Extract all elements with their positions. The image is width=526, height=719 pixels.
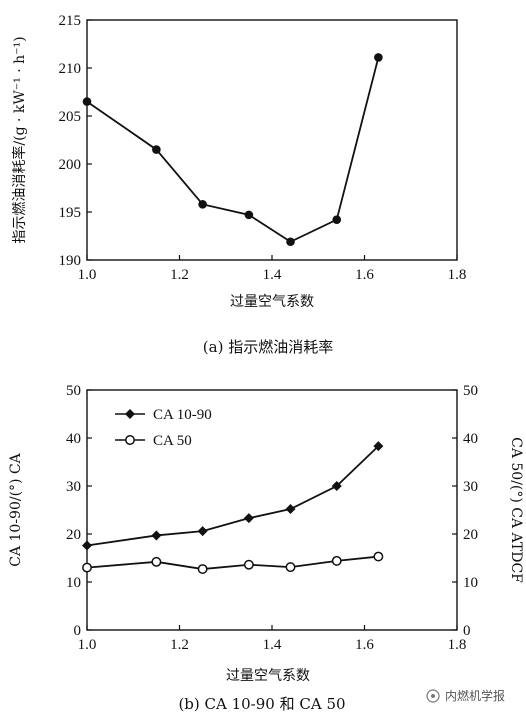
legend-label-ca50: CA 50 — [153, 433, 192, 449]
chart-a-series-0-line — [86, 57, 380, 243]
legend-label-ca1090: CA 10-90 — [153, 407, 212, 423]
chart-b-right-y-tick-label: 10 — [463, 575, 478, 591]
chart-b-y-tick-label: 0 — [74, 623, 82, 639]
legend-marker-ca1090 — [125, 409, 135, 419]
chart-a-x-tick-label: 1.4 — [263, 267, 282, 283]
chart-b-right-y-tick-label: 40 — [463, 431, 478, 447]
chart-b-x-tick-label: 1.2 — [170, 637, 189, 653]
chart-b-series-0-point — [285, 504, 296, 515]
legend-marker-ca50 — [125, 435, 135, 445]
chart-b-series-0-point — [243, 513, 254, 524]
chart-b-series-1-point — [197, 564, 208, 574]
chart-b-series-0-point — [82, 540, 92, 551]
chart-b-series-1-point — [331, 555, 342, 566]
chart-b-y-tick-label: 50 — [66, 383, 81, 399]
chart-a-y-tick-label: 215 — [59, 13, 82, 29]
chart-a-y-ticks: 190 195 200 205 210 215 — [59, 13, 92, 269]
chart-a-x-tick-label: 1.2 — [170, 267, 189, 283]
chart-b-x-tick-label: 1.8 — [448, 637, 467, 653]
chart-b-series-0-point — [151, 530, 162, 541]
chart-a-x-tick-label: 1.6 — [355, 267, 374, 283]
chart-a-x-ticks: 1.0 1.2 1.4 1.6 1.8 — [78, 255, 467, 283]
chart-b-series — [82, 441, 384, 574]
chart-b-plot-frame — [86, 389, 458, 631]
chart-a-y-tick-label: 210 — [59, 61, 82, 77]
chart-b-series-0-point — [373, 441, 384, 452]
chart-a-x-tick-label: 1.8 — [448, 267, 467, 283]
chart-a-series-0-point — [198, 200, 207, 209]
chart-b-right-y-tick-label: 20 — [463, 527, 478, 543]
chart-b-right-y-axis-label: CA 50/(°) CA ATDCF — [508, 437, 524, 583]
chart-a-y-tick-label: 190 — [59, 253, 82, 269]
watermark: 内燃机学报 — [426, 688, 505, 703]
chart-b-x-axis-label: 过量空气系数 — [226, 668, 310, 684]
chart-b-series-0-point — [331, 481, 342, 491]
chart-b-series-1-point — [82, 562, 92, 573]
chart-b-series-1-point — [243, 559, 254, 570]
chart-b-series-1-point — [373, 551, 384, 562]
chart-b-y-tick-label: 30 — [66, 479, 81, 495]
chart-b-x-ticks: 1.0 1.2 1.4 1.6 1.8 — [78, 625, 467, 653]
chart-a-series-0-point — [152, 145, 161, 154]
chart-b-x-tick-label: 1.4 — [263, 637, 282, 653]
chart-b-x-tick-label: 1.0 — [78, 637, 97, 653]
chart-b-legend: CA 10-90 CA 50 — [115, 407, 212, 449]
chart-a-series-0-point — [286, 237, 295, 247]
chart-b-series-1-point — [285, 562, 296, 573]
chart-b-series-0-line — [86, 445, 379, 547]
chart-a-series-0-point — [82, 97, 92, 106]
chart-a-x-tick-label: 1.0 — [78, 267, 97, 283]
chart-a-y-axis-label: 指示燃油消耗率/(g · kW⁻¹ · h⁻¹) — [11, 36, 28, 243]
chart-a-y-tick-label: 205 — [59, 109, 82, 125]
chart-b-y-tick-label: 40 — [66, 431, 81, 447]
chart-b-caption: (b) CA 10-90 和 CA 50 — [178, 695, 345, 713]
chart-b-x-tick-label: 1.6 — [355, 637, 374, 653]
chart-b-y-tick-label: 10 — [66, 575, 81, 591]
chart-b-y-ticks: 0 0 10 10 20 20 30 30 40 40 50 50 — [66, 383, 478, 639]
chart-a-y-tick-label: 200 — [59, 157, 82, 173]
chart-a-y-tick-label: 195 — [59, 205, 82, 221]
chart-a-caption: (a) 指示燃油消耗率 — [203, 338, 333, 356]
chart-a-series-0-point — [374, 53, 383, 62]
chart-b-series-0-point — [197, 526, 208, 537]
chart-b-right-y-tick-label: 50 — [463, 383, 478, 399]
chart-a-x-axis-label: 过量空气系数 — [230, 294, 314, 310]
chart-b-y-tick-label: 20 — [66, 527, 81, 543]
chart-a-series-0-point — [244, 210, 254, 220]
watermark-icon-dot — [431, 694, 435, 698]
chart-a: 1.0 1.2 1.4 1.6 1.8 190 195 200 205 210 215 过量空气系… — [11, 13, 466, 356]
chart-b-right-y-tick-label: 0 — [463, 623, 471, 639]
watermark-text: 内燃机学报 — [445, 688, 505, 703]
watermark-icon — [426, 689, 440, 703]
chart-a-series-0-point — [332, 215, 342, 224]
chart-a-series — [82, 53, 383, 247]
chart-b-y-axis-label: CA 10-90/(°) CA — [8, 452, 24, 566]
chart-b-series-1-point — [151, 556, 162, 567]
chart-b-right-y-tick-label: 30 — [463, 479, 478, 495]
chart-b: 1.0 1.2 1.4 1.6 1.8 0 0 10 10 20 20 30 30 40 40 50 50 C… — [8, 383, 524, 713]
